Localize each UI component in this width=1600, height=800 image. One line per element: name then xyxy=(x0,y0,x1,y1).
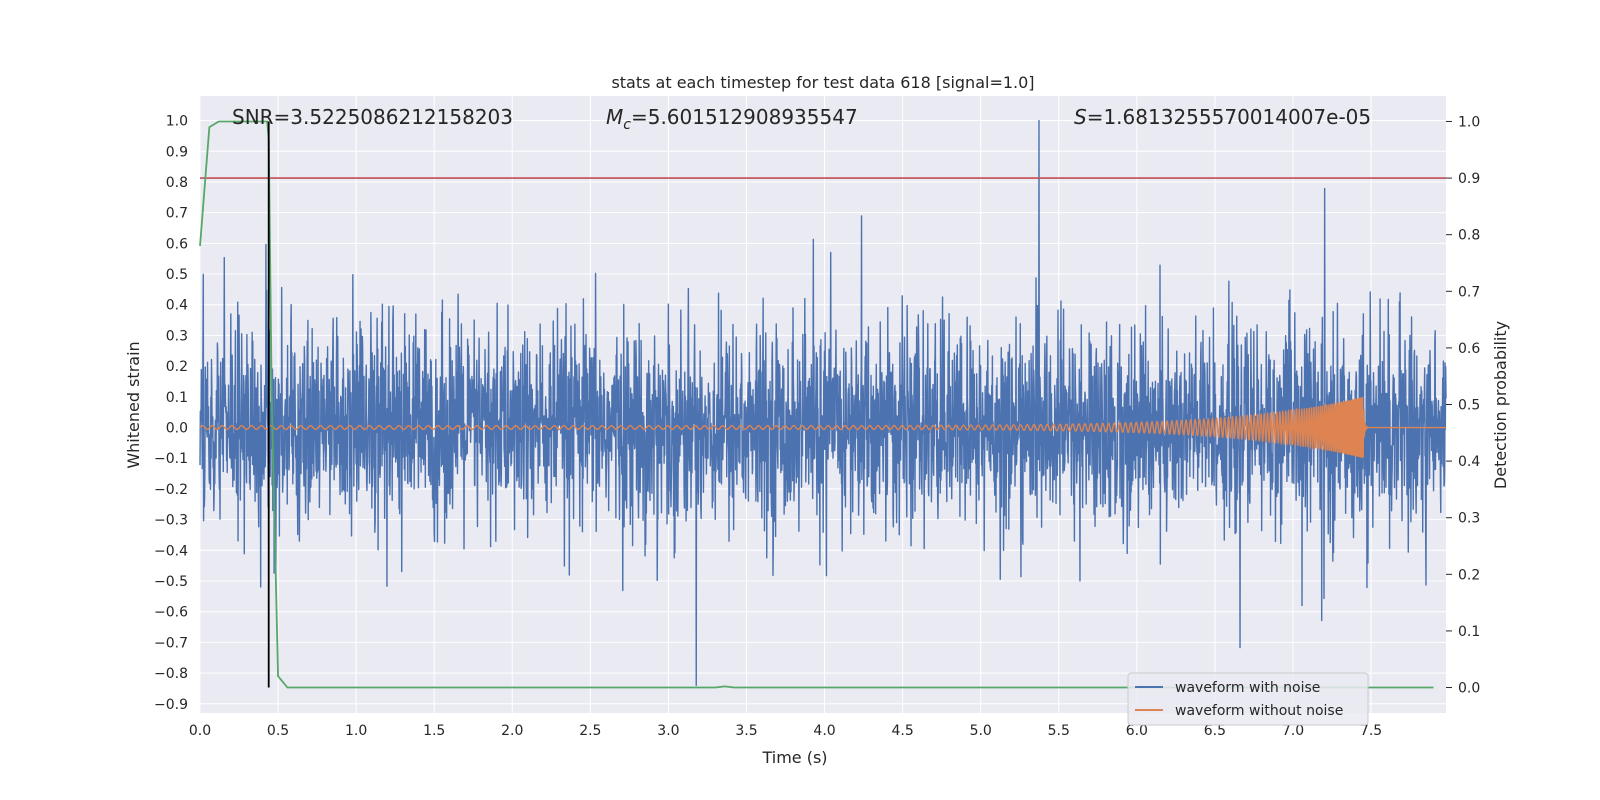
y-axis-label: Whitened strain xyxy=(124,341,143,468)
x-tick-label: 0.0 xyxy=(189,723,211,739)
y-right-tick-label: 0.0 xyxy=(1458,681,1480,697)
legend-box xyxy=(1127,672,1369,726)
y-tick-label: −0.4 xyxy=(154,543,188,559)
mc-subscript: c xyxy=(623,117,631,133)
mc-symbol: M xyxy=(606,105,623,129)
legend-label-clean: waveform without noise xyxy=(1175,703,1343,719)
y-tick-label: 0.2 xyxy=(166,359,188,375)
y-right-tick-label: 1.0 xyxy=(1458,114,1480,130)
y-right-tick-label: 0.5 xyxy=(1458,398,1480,414)
s-value: =1.6813255570014007e-05 xyxy=(1087,105,1371,129)
x-tick-label: 6.0 xyxy=(1126,723,1148,739)
x-axis-label: Time (s) xyxy=(761,748,827,767)
legend: waveform with noise waveform without noi… xyxy=(1127,672,1369,726)
overlay-layer xyxy=(199,120,1446,689)
x-tick-label: 4.5 xyxy=(891,723,913,739)
x-tick-label: 2.5 xyxy=(579,723,601,739)
x-tick-label: 6.5 xyxy=(1204,723,1226,739)
s-symbol: S xyxy=(1074,105,1087,129)
x-tick-label: 7.5 xyxy=(1360,723,1382,739)
y-tick-label: −0.8 xyxy=(154,666,188,682)
y-tick-label: −0.5 xyxy=(154,574,188,590)
chirp-mass-annotation: Mc=5.601512908935547 xyxy=(606,105,858,133)
y-tick-label: −0.7 xyxy=(154,635,188,651)
y-right-tick-label: 0.6 xyxy=(1458,341,1480,357)
y-right-tick-label: 0.8 xyxy=(1458,228,1480,244)
y-right-tick-label: 0.4 xyxy=(1458,454,1480,470)
y-right-tick-label: 0.2 xyxy=(1458,567,1480,583)
y-axis-right-label: Detection probability xyxy=(1491,321,1510,489)
x-tick-label: 2.0 xyxy=(501,723,523,739)
x-tick-label: 4.0 xyxy=(813,723,835,739)
y-right-tick-label: 0.3 xyxy=(1458,511,1480,527)
x-tick-label: 5.5 xyxy=(1048,723,1070,739)
y-tick-label: 1.0 xyxy=(166,114,188,130)
series-waveform-with-noise xyxy=(199,119,1447,687)
y-tick-label: 0.4 xyxy=(166,298,188,314)
y-tick-label: 0.3 xyxy=(166,328,188,344)
y-tick-label: 0.0 xyxy=(166,421,188,437)
y-tick-label: −0.1 xyxy=(154,451,188,467)
chart-title: stats at each timestep for test data 618… xyxy=(611,73,1034,92)
y-tick-label: −0.3 xyxy=(154,513,188,529)
y-tick-label: 0.8 xyxy=(166,175,188,191)
y-tick-label: 0.9 xyxy=(166,144,188,160)
y-right-tick-label: 0.1 xyxy=(1458,624,1480,640)
y-tick-label: −0.6 xyxy=(154,605,188,621)
y-right-tick-label: 0.7 xyxy=(1458,284,1480,300)
x-tick-label: 1.0 xyxy=(345,723,367,739)
series-layer xyxy=(199,119,1447,687)
y-tick-label: 0.6 xyxy=(166,236,188,252)
x-tick-label: 0.5 xyxy=(267,723,289,739)
x-tick-label: 1.5 xyxy=(423,723,445,739)
series-waveform-without-noise xyxy=(199,397,1446,458)
tick-layer: 0.0 0.5 1.0 1.5 2.0 2.5 3.0 3.5 4.0 4.5 5.0 5.5 6.0 6… xyxy=(154,114,1480,739)
y-tick-label: 0.1 xyxy=(166,390,188,406)
mc-value: =5.601512908935547 xyxy=(631,105,858,129)
x-tick-label: 3.0 xyxy=(657,723,679,739)
snr-annotation: SNR=3.5225086212158203 xyxy=(232,105,513,129)
y-tick-label: −0.9 xyxy=(154,697,188,713)
series-detection-probability xyxy=(199,120,1434,689)
s-annotation: S=1.6813255570014007e-05 xyxy=(1074,105,1371,129)
x-tick-label: 7.0 xyxy=(1282,723,1304,739)
x-tick-label: 3.5 xyxy=(735,723,757,739)
y-right-tick-label: 0.9 xyxy=(1458,171,1480,187)
y-tick-label: 0.5 xyxy=(166,267,188,283)
legend-label-noise: waveform with noise xyxy=(1175,680,1320,696)
y-tick-label: 0.7 xyxy=(166,206,188,222)
y-tick-label: −0.2 xyxy=(154,482,188,498)
x-tick-label: 5.0 xyxy=(970,723,992,739)
